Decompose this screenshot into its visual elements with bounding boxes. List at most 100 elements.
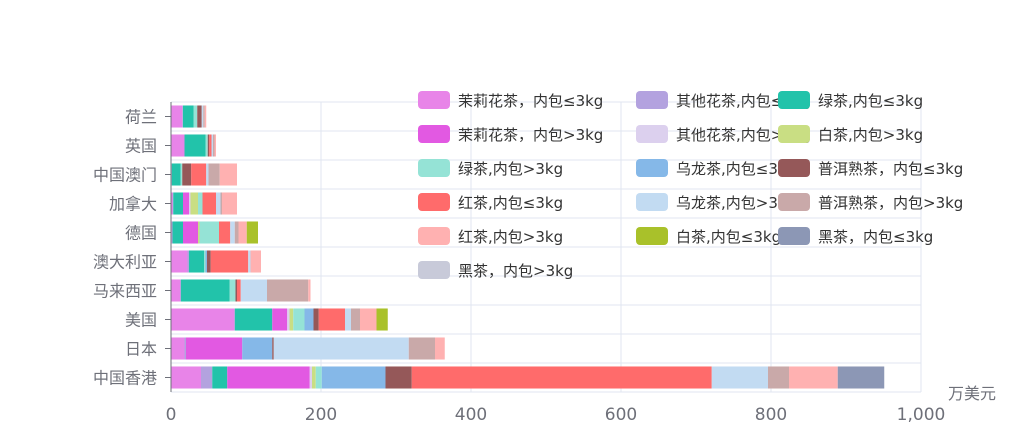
- legend[interactable]: 茉莉花茶，内包≤3kg 其他花茶,内包≤3kg 绿茶,内包≤3kg 茉莉花茶，内包>3…: [418, 91, 963, 280]
- bar-segment[interactable]: [837, 366, 885, 389]
- bar-segment[interactable]: [182, 163, 192, 186]
- bar-segment[interactable]: [220, 192, 223, 215]
- bar-segment[interactable]: [238, 221, 247, 244]
- bar-segment[interactable]: [171, 250, 188, 273]
- bar-segment[interactable]: [208, 163, 220, 186]
- bar-segment[interactable]: [789, 366, 838, 389]
- bar-segment[interactable]: [213, 134, 215, 157]
- bar-segment[interactable]: [408, 337, 435, 360]
- bar-segment[interactable]: [321, 366, 386, 389]
- bar-segment[interactable]: [240, 279, 267, 302]
- bar-segment[interactable]: [246, 221, 258, 244]
- bar-segment[interactable]: [313, 308, 319, 331]
- bar-segment[interactable]: [197, 105, 202, 128]
- bar-segment[interactable]: [318, 308, 345, 331]
- bar-segment[interactable]: [193, 105, 198, 128]
- bar-segment[interactable]: [207, 250, 211, 273]
- bar-segment[interactable]: [189, 192, 191, 215]
- bar-segment[interactable]: [183, 105, 194, 128]
- bar-segment[interactable]: [201, 366, 213, 389]
- bar-segment[interactable]: [309, 366, 312, 389]
- legend-item[interactable]: 其他花茶,内包≤3kg: [636, 91, 811, 110]
- bar-segment[interactable]: [186, 337, 243, 360]
- bar-segment[interactable]: [435, 337, 445, 360]
- bar-segment[interactable]: [171, 221, 173, 244]
- bar-segment[interactable]: [214, 134, 217, 157]
- bar-segment[interactable]: [219, 163, 237, 186]
- bar-segment[interactable]: [191, 163, 207, 186]
- bar-segment[interactable]: [219, 221, 231, 244]
- bar-segment[interactable]: [182, 105, 183, 128]
- bar-segment[interactable]: [222, 192, 237, 215]
- bar-segment[interactable]: [206, 163, 209, 186]
- bar-segment[interactable]: [234, 221, 239, 244]
- bar-segment[interactable]: [205, 250, 208, 273]
- bar-segment[interactable]: [411, 366, 712, 389]
- bar-segment[interactable]: [289, 308, 294, 331]
- bar-segment[interactable]: [199, 221, 220, 244]
- bar-segment[interactable]: [315, 366, 322, 389]
- bar-segment[interactable]: [287, 308, 290, 331]
- bar-segment[interactable]: [184, 134, 206, 157]
- legend-item[interactable]: 红茶,内包≤3kg: [418, 193, 563, 212]
- bar-segment[interactable]: [242, 337, 273, 360]
- bar-segment[interactable]: [308, 279, 311, 302]
- bar-segment[interactable]: [272, 337, 274, 360]
- bar-segment[interactable]: [768, 366, 789, 389]
- bar-segment[interactable]: [250, 250, 262, 273]
- bar-segment[interactable]: [376, 308, 388, 331]
- bar-segment[interactable]: [210, 250, 249, 273]
- legend-item[interactable]: 乌龙茶,内包≤3kg: [636, 159, 796, 178]
- legend-item[interactable]: 乌龙茶,内包>3kg: [636, 193, 796, 212]
- bar-segment[interactable]: [248, 250, 251, 273]
- bar-segment[interactable]: [205, 134, 208, 157]
- bar-segment[interactable]: [198, 221, 200, 244]
- legend-item[interactable]: 绿茶,内包>3kg: [418, 159, 563, 178]
- bar-segment[interactable]: [272, 308, 288, 331]
- bar-segment[interactable]: [207, 134, 210, 157]
- bar-segment[interactable]: [173, 192, 183, 215]
- bar-segment[interactable]: [216, 192, 221, 215]
- bar-segment[interactable]: [267, 279, 309, 302]
- bar-segment[interactable]: [204, 250, 206, 273]
- bar-segment[interactable]: [312, 366, 316, 389]
- bar-segment[interactable]: [209, 134, 212, 157]
- bar-segment[interactable]: [189, 250, 204, 273]
- bar-segment[interactable]: [183, 221, 198, 244]
- bar-segment[interactable]: [234, 308, 273, 331]
- bar-segment[interactable]: [351, 308, 360, 331]
- bar-segment[interactable]: [183, 192, 189, 215]
- bar-segment[interactable]: [172, 192, 174, 215]
- bar-segment[interactable]: [203, 105, 205, 128]
- bar-segment[interactable]: [190, 192, 199, 215]
- legend-item[interactable]: 黑茶，内包>3kg: [418, 261, 573, 280]
- legend-item[interactable]: 其他花茶,内包>3kg: [636, 125, 811, 144]
- bar-segment[interactable]: [229, 279, 236, 302]
- bar-segment[interactable]: [204, 105, 207, 128]
- bar-segment[interactable]: [345, 308, 351, 331]
- bar-segment[interactable]: [212, 366, 228, 389]
- legend-item[interactable]: 绿茶,内包≤3kg: [778, 91, 923, 110]
- bar-segment[interactable]: [187, 250, 190, 273]
- bar-segment[interactable]: [171, 366, 201, 389]
- legend-item[interactable]: 黑茶，内包≤3kg: [778, 227, 933, 246]
- legend-item[interactable]: 红茶,内包>3kg: [418, 227, 563, 246]
- bar-segment[interactable]: [227, 366, 310, 389]
- legend-item[interactable]: 普洱熟茶，内包≤3kg: [778, 159, 963, 178]
- bar-segment[interactable]: [293, 308, 305, 331]
- bar-segment[interactable]: [171, 279, 181, 302]
- legend-item[interactable]: 普洱熟茶，内包>3kg: [778, 193, 963, 212]
- bar-segment[interactable]: [171, 163, 181, 186]
- legend-item[interactable]: 白茶,内包≤3kg: [636, 227, 781, 246]
- bar-segment[interactable]: [304, 308, 314, 331]
- bar-segment[interactable]: [171, 192, 173, 215]
- bar-segment[interactable]: [360, 308, 377, 331]
- bar-segment[interactable]: [230, 221, 235, 244]
- bar-segment[interactable]: [171, 337, 185, 360]
- bar-segment[interactable]: [201, 105, 204, 128]
- bar-segment[interactable]: [385, 366, 412, 389]
- bar-segment[interactable]: [180, 163, 183, 186]
- bar-segment[interactable]: [211, 134, 214, 157]
- bar-segment[interactable]: [202, 192, 217, 215]
- bar-segment[interactable]: [237, 279, 241, 302]
